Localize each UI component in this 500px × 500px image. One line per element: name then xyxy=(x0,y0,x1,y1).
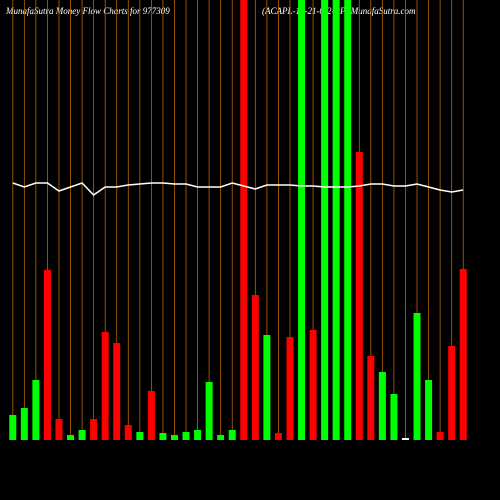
bar xyxy=(401,438,409,440)
bar xyxy=(67,435,75,440)
bar xyxy=(194,430,202,440)
bar xyxy=(367,356,375,440)
chart-title: MunafaSutra Money Flow Charts for 977309 xyxy=(5,6,170,16)
bar xyxy=(459,269,467,440)
bar xyxy=(263,335,271,440)
bar xyxy=(159,433,167,440)
bar xyxy=(32,380,40,440)
bar xyxy=(43,270,51,440)
bar xyxy=(55,419,63,440)
bar xyxy=(425,380,433,440)
bar xyxy=(90,419,98,440)
bar xyxy=(378,372,386,440)
bar xyxy=(413,313,421,440)
bar xyxy=(9,415,17,440)
bar xyxy=(124,425,132,440)
bar xyxy=(217,435,225,440)
bar xyxy=(298,0,306,440)
bar xyxy=(101,332,109,440)
bar xyxy=(436,432,444,440)
bar xyxy=(355,152,363,440)
bar xyxy=(309,330,317,440)
bar xyxy=(20,408,28,440)
bar xyxy=(251,295,259,440)
bar xyxy=(78,430,86,440)
bar xyxy=(321,0,329,440)
bar xyxy=(182,432,190,440)
bar xyxy=(390,394,398,440)
bar xyxy=(448,346,456,440)
bar xyxy=(170,435,178,440)
bar xyxy=(286,337,294,440)
bar xyxy=(228,430,236,440)
bar xyxy=(274,433,282,440)
bar xyxy=(240,0,248,440)
bar xyxy=(205,382,213,440)
money-flow-line xyxy=(12,182,464,196)
bar xyxy=(332,0,340,440)
bar xyxy=(344,0,352,440)
bar xyxy=(113,343,121,440)
bar xyxy=(136,432,144,440)
bar xyxy=(147,391,155,440)
